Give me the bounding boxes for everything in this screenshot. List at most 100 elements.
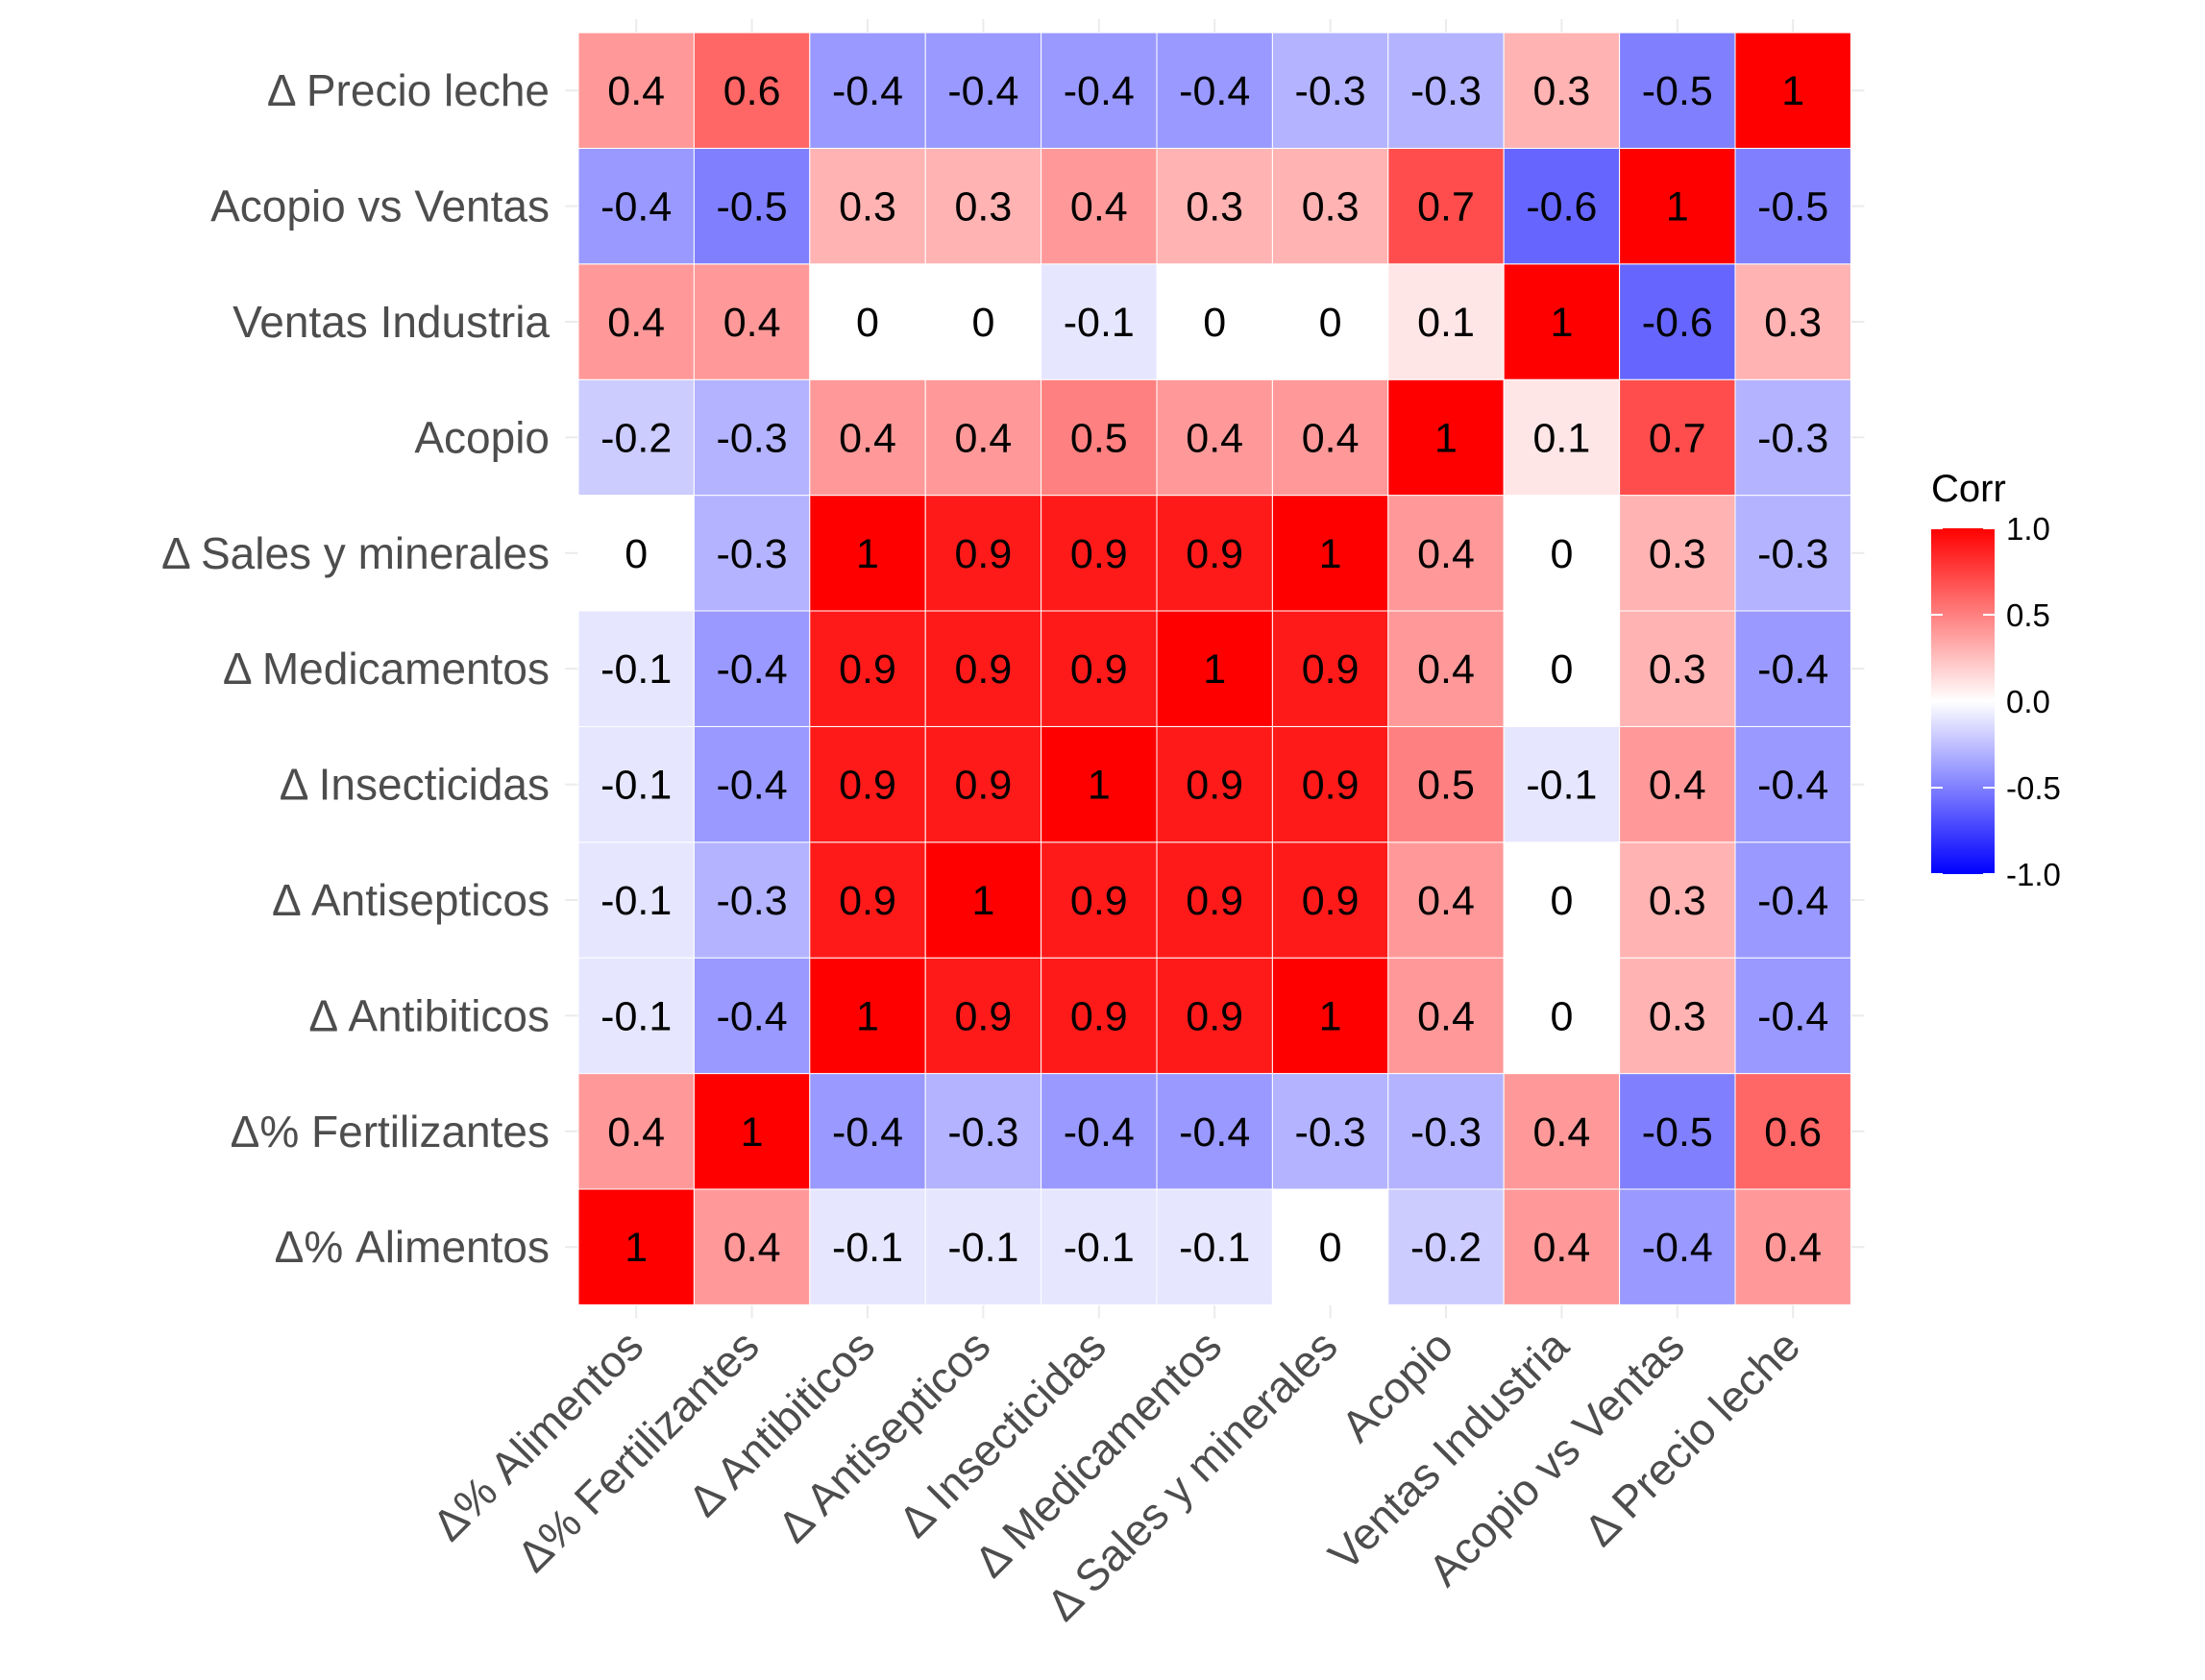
cell-value-label: 1 bbox=[856, 531, 879, 577]
heatmap-cell bbox=[1271, 378, 1389, 497]
cell-value-label: 0.4 bbox=[607, 1109, 665, 1156]
heatmap-cell bbox=[1619, 263, 1736, 380]
heatmap-cell bbox=[693, 263, 811, 380]
heatmap-cell bbox=[577, 1188, 695, 1305]
cell-value-label: -0.3 bbox=[947, 1109, 1018, 1156]
cell-value-label: 0.9 bbox=[1302, 878, 1360, 924]
cell-value-label: -0.4 bbox=[1642, 1225, 1713, 1271]
heatmap-cell bbox=[1734, 495, 1851, 612]
cell-value-label: 0.4 bbox=[1417, 993, 1475, 1039]
heatmap-cell bbox=[1041, 725, 1158, 843]
cell-value-label: 1 bbox=[1088, 763, 1111, 809]
cell-value-label: 0.4 bbox=[723, 1225, 781, 1271]
legend-tick-label: -1.0 bbox=[2006, 857, 2061, 892]
heatmap-cell bbox=[1271, 32, 1389, 149]
cell-value-label: -0.5 bbox=[1642, 68, 1713, 114]
cell-value-label: 0.4 bbox=[1186, 415, 1243, 461]
heatmap-cell bbox=[1734, 263, 1851, 380]
heatmap-cell bbox=[1041, 263, 1158, 380]
cell-value-label: 0.9 bbox=[955, 993, 1013, 1039]
cell-value-label: 0.3 bbox=[1649, 646, 1706, 693]
cell-value-label: -0.3 bbox=[717, 878, 788, 924]
cell-value-label: -0.3 bbox=[717, 531, 788, 577]
heatmap-cell bbox=[693, 1188, 811, 1305]
cell-value-label: -0.4 bbox=[1064, 1109, 1135, 1156]
y-tick-label: Δ Medicamentos bbox=[223, 644, 550, 694]
cell-value-label: 0.5 bbox=[1417, 763, 1475, 809]
heatmap-cell bbox=[809, 32, 926, 149]
heatmap-cell bbox=[1734, 1188, 1851, 1305]
cell-value-label: -0.6 bbox=[1526, 184, 1597, 231]
cell-value-label: 0.9 bbox=[1302, 646, 1360, 693]
heatmap-cell bbox=[1041, 841, 1158, 959]
heatmap-cell bbox=[924, 147, 1042, 265]
heatmap-cell bbox=[1503, 957, 1621, 1075]
cell-value-label: -0.1 bbox=[600, 646, 672, 693]
heatmap-cell bbox=[1734, 957, 1851, 1075]
legend-tick-label: 0.0 bbox=[2006, 684, 2050, 719]
cell-value-label: 0.4 bbox=[1417, 531, 1475, 577]
cell-value-label: 0 bbox=[1550, 646, 1573, 693]
heatmap-cell bbox=[1271, 263, 1389, 380]
cell-value-label: 0 bbox=[856, 300, 879, 346]
cell-value-label: -0.4 bbox=[947, 68, 1018, 114]
cell-value-label: -0.3 bbox=[1295, 68, 1366, 114]
cell-value-label: 1 bbox=[1550, 300, 1573, 346]
heatmap-cell bbox=[1734, 32, 1851, 149]
heatmap-cell bbox=[924, 378, 1042, 497]
heatmap-cell bbox=[577, 32, 695, 149]
cell-value-label: -0.4 bbox=[832, 68, 903, 114]
cell-value-label: 0.3 bbox=[1186, 184, 1243, 231]
heatmap-cell bbox=[693, 841, 811, 959]
y-tick-label: Δ Antisepticos bbox=[272, 875, 550, 925]
cell-value-label: 0.3 bbox=[1649, 878, 1706, 924]
heatmap-cell bbox=[1734, 1073, 1851, 1190]
cell-value-label: 1 bbox=[1203, 646, 1226, 693]
cell-value-label: 0.4 bbox=[1302, 415, 1360, 461]
heatmap-cell bbox=[1619, 147, 1736, 265]
heatmap-cell bbox=[577, 147, 695, 265]
cell-value-label: 0.3 bbox=[839, 184, 896, 231]
cell-labels: 1 0.4 -0.1 -0.1 -0.1 -0.1 0 -0.2 0.4 -0.4 0.4 0.4 1 -… bbox=[600, 68, 1828, 1271]
cell-value-label: 0.3 bbox=[1764, 300, 1822, 346]
cell-value-label: -0.1 bbox=[947, 1225, 1018, 1271]
heatmap-cell bbox=[924, 610, 1042, 727]
heatmap-cell bbox=[1156, 957, 1273, 1075]
cell-value-label: 0.6 bbox=[723, 68, 781, 114]
cell-value-label: -0.4 bbox=[1179, 1109, 1250, 1156]
cell-value-label: -0.4 bbox=[1757, 646, 1828, 693]
heatmap-cell bbox=[1156, 610, 1273, 727]
cell-value-label: -0.1 bbox=[1179, 1225, 1250, 1271]
cell-value-label: 0.1 bbox=[1417, 300, 1475, 346]
heatmap-cell bbox=[577, 263, 695, 380]
cell-value-label: 0.9 bbox=[955, 763, 1013, 809]
cell-value-label: 0.3 bbox=[955, 184, 1013, 231]
heatmap-cell bbox=[1619, 841, 1736, 959]
heatmap-cell bbox=[809, 1188, 926, 1305]
heatmap-cell bbox=[1619, 610, 1736, 727]
heatmap-cell bbox=[693, 32, 811, 149]
y-axis: Δ% Alimentos Δ% Fertilizantes Δ Antibitico… bbox=[161, 65, 550, 1272]
cell-value-label: -0.4 bbox=[1179, 68, 1250, 114]
cell-value-label: -0.2 bbox=[1410, 1225, 1482, 1271]
heatmap-cell bbox=[1734, 841, 1851, 959]
cell-value-label: -0.5 bbox=[1757, 184, 1828, 231]
heatmap-cell bbox=[1041, 378, 1158, 497]
heatmap-cell bbox=[1156, 495, 1273, 612]
heatmap-cell bbox=[1619, 378, 1736, 497]
cell-value-label: 0 bbox=[1319, 1225, 1342, 1271]
heatmap-cell bbox=[1503, 495, 1621, 612]
cell-value-label: -0.1 bbox=[600, 993, 672, 1039]
heatmap-cell bbox=[1041, 495, 1158, 612]
cell-value-label: -0.4 bbox=[717, 646, 788, 693]
cell-value-label: 0.4 bbox=[607, 300, 665, 346]
cell-value-label: -0.4 bbox=[717, 763, 788, 809]
cell-value-label: -0.4 bbox=[832, 1109, 903, 1156]
heatmap-cell bbox=[1387, 32, 1505, 149]
cell-value-label: -0.4 bbox=[1757, 763, 1828, 809]
legend-title: Corr bbox=[1931, 468, 2006, 510]
cell-value-label: 1 bbox=[971, 878, 994, 924]
legend: Corr 1.0 0.5 0.0 -0.5 -1.0 bbox=[1931, 468, 2061, 892]
heatmap-cell bbox=[693, 378, 811, 497]
cell-value-label: 0.9 bbox=[1070, 878, 1128, 924]
